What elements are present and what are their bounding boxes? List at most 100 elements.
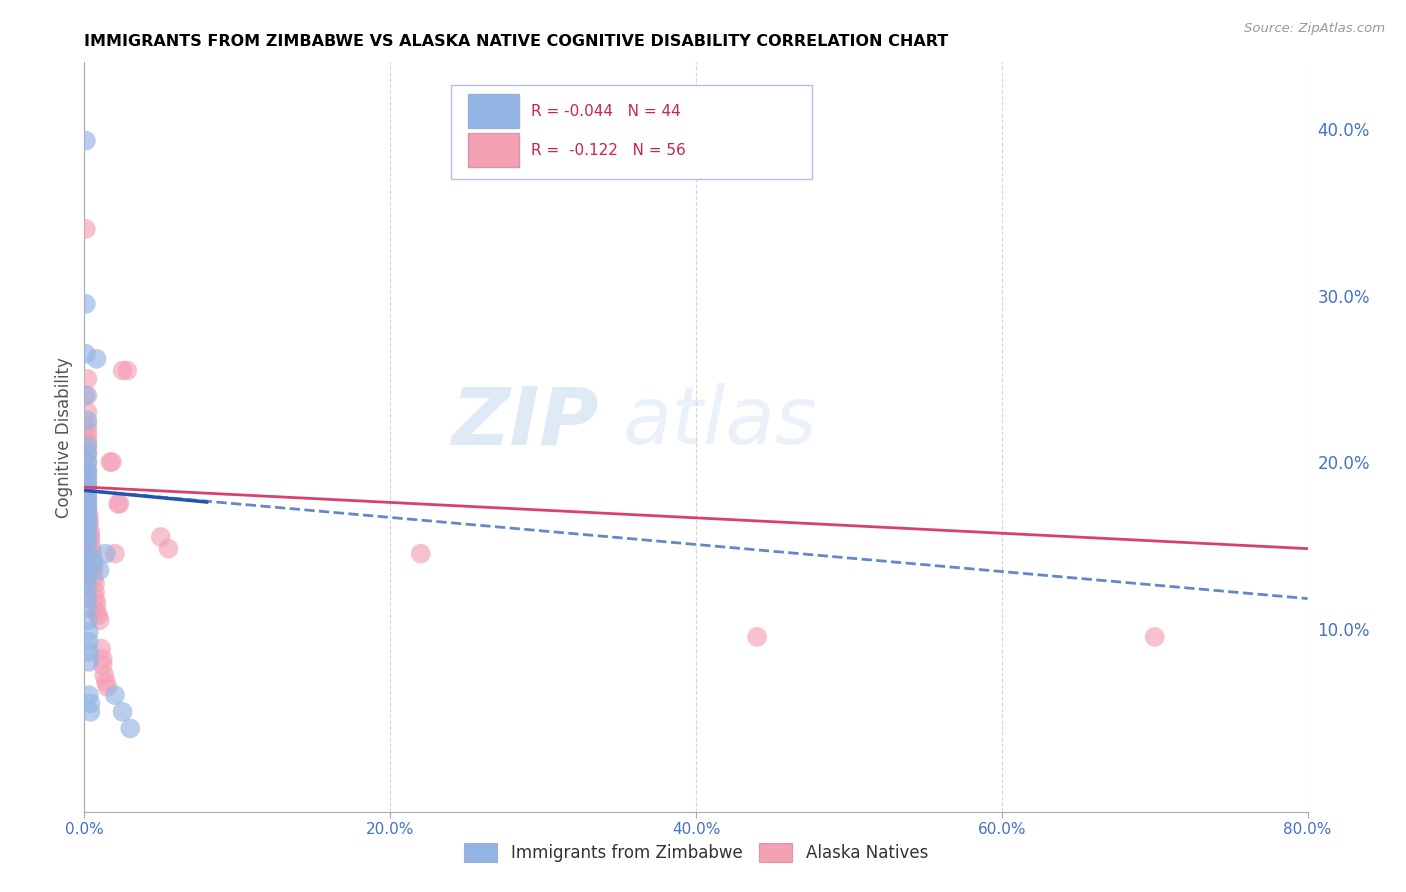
Point bbox=[76, 463, 98, 477]
Point bbox=[94, 674, 117, 689]
Point bbox=[409, 547, 432, 561]
Point bbox=[80, 541, 103, 556]
Point bbox=[76, 447, 98, 461]
Point bbox=[76, 455, 98, 469]
Point bbox=[107, 497, 129, 511]
Point bbox=[79, 530, 101, 544]
Point bbox=[83, 572, 105, 586]
Point bbox=[76, 418, 98, 433]
Point bbox=[104, 547, 127, 561]
Point bbox=[98, 455, 121, 469]
Point bbox=[76, 405, 98, 419]
Point bbox=[84, 591, 107, 606]
Point bbox=[80, 551, 103, 566]
Point bbox=[75, 347, 97, 361]
Point bbox=[91, 658, 114, 673]
Point bbox=[76, 463, 98, 477]
Point bbox=[76, 475, 98, 489]
Point bbox=[747, 630, 769, 644]
Point bbox=[101, 455, 124, 469]
Point bbox=[77, 635, 100, 649]
FancyBboxPatch shape bbox=[468, 133, 519, 168]
Point bbox=[111, 363, 134, 377]
Point bbox=[76, 442, 98, 456]
Point bbox=[77, 508, 100, 523]
Point bbox=[76, 438, 98, 452]
Point bbox=[77, 655, 100, 669]
Point bbox=[111, 705, 134, 719]
Point bbox=[83, 558, 105, 573]
Point bbox=[120, 722, 142, 736]
Text: IMMIGRANTS FROM ZIMBABWE VS ALASKA NATIVE COGNITIVE DISABILITY CORRELATION CHART: IMMIGRANTS FROM ZIMBABWE VS ALASKA NATIV… bbox=[84, 34, 949, 49]
Point bbox=[75, 134, 97, 148]
Text: R = -0.044   N = 44: R = -0.044 N = 44 bbox=[531, 103, 681, 119]
Point bbox=[76, 455, 98, 469]
Point bbox=[76, 580, 98, 594]
Point bbox=[86, 597, 108, 611]
Point bbox=[76, 491, 98, 506]
Point bbox=[76, 447, 98, 461]
Point bbox=[1143, 630, 1166, 644]
FancyBboxPatch shape bbox=[451, 85, 813, 178]
Y-axis label: Cognitive Disability: Cognitive Disability bbox=[55, 357, 73, 517]
Point bbox=[77, 513, 100, 527]
Point bbox=[84, 585, 107, 599]
Point bbox=[149, 530, 172, 544]
Point bbox=[76, 413, 98, 427]
Legend: Immigrants from Zimbabwe, Alaska Natives: Immigrants from Zimbabwe, Alaska Natives bbox=[456, 835, 936, 871]
Point bbox=[76, 501, 98, 516]
Point bbox=[83, 563, 105, 577]
Point bbox=[79, 705, 101, 719]
Text: atlas: atlas bbox=[623, 383, 817, 461]
Point bbox=[91, 651, 114, 665]
Point bbox=[89, 563, 111, 577]
Point bbox=[76, 601, 98, 615]
Point bbox=[76, 491, 98, 506]
Point bbox=[79, 697, 101, 711]
Point bbox=[76, 613, 98, 627]
Text: Source: ZipAtlas.com: Source: ZipAtlas.com bbox=[1244, 22, 1385, 36]
Point bbox=[76, 430, 98, 444]
Point bbox=[79, 524, 101, 539]
Point bbox=[76, 538, 98, 552]
Point bbox=[89, 613, 111, 627]
Point bbox=[76, 480, 98, 494]
Point bbox=[76, 485, 98, 500]
FancyBboxPatch shape bbox=[468, 94, 519, 128]
Point bbox=[75, 388, 97, 402]
Point bbox=[76, 497, 98, 511]
Point bbox=[75, 297, 97, 311]
Point bbox=[115, 363, 138, 377]
Text: ZIP: ZIP bbox=[451, 383, 598, 461]
Point bbox=[90, 641, 112, 656]
Text: R =  -0.122   N = 56: R = -0.122 N = 56 bbox=[531, 143, 686, 158]
Point bbox=[83, 555, 105, 569]
Point bbox=[76, 572, 98, 586]
Point bbox=[76, 388, 98, 402]
Point bbox=[75, 222, 97, 236]
Point bbox=[76, 518, 98, 533]
Point bbox=[76, 513, 98, 527]
Point bbox=[104, 688, 127, 702]
Point bbox=[76, 508, 98, 523]
Point bbox=[93, 668, 115, 682]
Point bbox=[80, 547, 103, 561]
Point bbox=[76, 563, 98, 577]
Point bbox=[76, 485, 98, 500]
Point bbox=[108, 497, 131, 511]
Point bbox=[94, 547, 117, 561]
Point bbox=[77, 518, 100, 533]
Point bbox=[76, 555, 98, 569]
Point bbox=[76, 501, 98, 516]
Point bbox=[87, 608, 110, 623]
Point bbox=[86, 605, 108, 619]
Point bbox=[76, 530, 98, 544]
Point bbox=[76, 547, 98, 561]
Point bbox=[76, 475, 98, 489]
Point bbox=[77, 645, 100, 659]
Point bbox=[76, 591, 98, 606]
Point bbox=[77, 688, 100, 702]
Point bbox=[76, 524, 98, 539]
Point bbox=[76, 497, 98, 511]
Point bbox=[76, 480, 98, 494]
